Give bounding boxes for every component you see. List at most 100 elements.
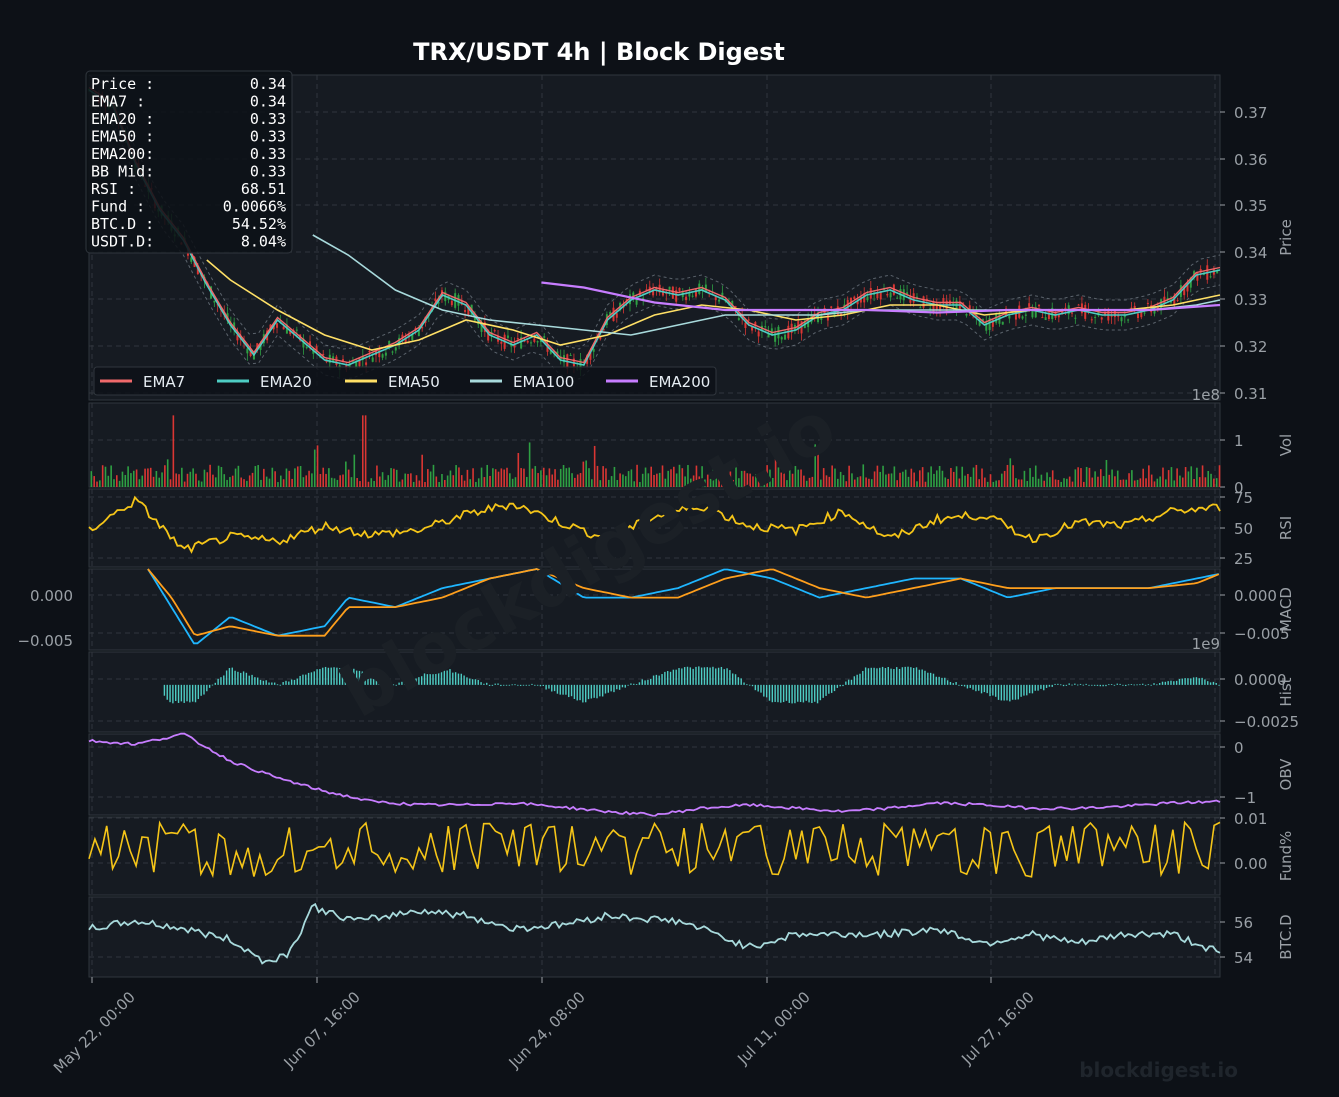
- volume-bar: [104, 466, 107, 487]
- hist-bar: [536, 684, 539, 686]
- legend-label-ema100: EMA100: [513, 373, 574, 391]
- info-box-value: 0.34: [250, 93, 286, 111]
- hist-bar: [1034, 684, 1036, 691]
- hist-bar: [881, 666, 884, 685]
- volume-bar: [876, 465, 879, 487]
- volume-bar: [574, 477, 576, 487]
- candle-body: [1143, 312, 1146, 314]
- volume-bar: [124, 474, 127, 487]
- hist-bar: [890, 668, 892, 685]
- candle-body: [975, 311, 978, 318]
- candle-body: [1183, 287, 1186, 296]
- hist-bar: [211, 684, 214, 686]
- hist-bar: [240, 672, 242, 685]
- hist-bar: [822, 684, 824, 698]
- volume-bar: [121, 471, 124, 487]
- hist-bar: [658, 675, 660, 685]
- volume-bar: [955, 466, 958, 487]
- candle-body: [480, 323, 483, 332]
- volume-bar: [1043, 480, 1046, 487]
- hist-bar: [435, 670, 437, 685]
- candle-body: [1166, 297, 1169, 300]
- axis-scale-label: 1e8: [1192, 386, 1220, 404]
- volume-bar: [404, 473, 407, 487]
- volume-bar: [367, 481, 370, 487]
- candle-body: [335, 356, 338, 365]
- hist-bar: [1198, 678, 1200, 685]
- volume-bar: [622, 474, 624, 487]
- volume-bar: [859, 476, 862, 487]
- hist-bar: [706, 667, 708, 685]
- hist-bar: [452, 672, 454, 685]
- hist-bar: [1096, 684, 1099, 686]
- volume-bar: [565, 468, 568, 487]
- volume-bar: [356, 478, 358, 487]
- hist-bar: [418, 677, 420, 685]
- volume-bar: [164, 465, 166, 487]
- hist-bar: [432, 672, 434, 685]
- hist-bar: [401, 681, 403, 685]
- candle-body: [942, 297, 945, 304]
- candle-body: [853, 296, 856, 300]
- volume-bar: [322, 467, 325, 487]
- volume-bar: [607, 479, 610, 487]
- hist-bar: [166, 684, 168, 700]
- candle-body: [962, 302, 965, 304]
- volume-bar: [432, 464, 435, 487]
- hist-bar: [830, 684, 833, 693]
- y-tick-label: 50: [1234, 520, 1253, 538]
- hist-bar: [811, 684, 813, 704]
- volume-bar: [599, 480, 602, 487]
- volume-bar: [1156, 478, 1159, 487]
- volume-bar: [172, 415, 175, 487]
- legend-box: [93, 366, 717, 396]
- candle-body: [1074, 317, 1077, 319]
- hist-bar: [584, 684, 587, 703]
- volume-bar: [132, 470, 135, 487]
- y-tick-label: 0.37: [1234, 104, 1267, 122]
- candle-body: [384, 352, 387, 356]
- volume-bar: [774, 449, 777, 487]
- volume-bar: [166, 459, 169, 487]
- hist-bar: [1031, 684, 1034, 694]
- hist-bar: [997, 684, 1000, 700]
- volume-bar: [644, 467, 647, 487]
- hist-bar: [785, 684, 788, 701]
- hist-bar: [293, 679, 296, 685]
- candle-body: [523, 340, 526, 342]
- hist-bar: [884, 668, 887, 685]
- volume-bar: [698, 476, 701, 487]
- volume-bar: [921, 467, 924, 487]
- candle-body: [599, 336, 602, 340]
- info-box-label: Price :: [91, 75, 154, 93]
- candle-body: [299, 334, 302, 341]
- volume-bar: [961, 466, 964, 487]
- hist-bar: [847, 679, 850, 685]
- hist-bar: [1076, 684, 1079, 686]
- volume-bar: [658, 472, 661, 487]
- volume-bar: [127, 466, 129, 487]
- hist-bar: [1054, 683, 1056, 685]
- volume-bar: [537, 473, 539, 487]
- volume-bar: [780, 472, 783, 487]
- volume-bar: [141, 475, 144, 487]
- volume-bar: [308, 470, 310, 487]
- hist-bar: [1085, 683, 1087, 685]
- hist-bar: [480, 682, 482, 685]
- volume-bar: [1159, 476, 1161, 487]
- hist-bar: [324, 666, 327, 685]
- volume-bar: [1063, 478, 1065, 487]
- volume-bar: [330, 477, 333, 487]
- volume-bar: [972, 467, 975, 487]
- volume-bar: [845, 481, 848, 487]
- hist-bar: [1009, 684, 1011, 702]
- hist-bar: [254, 677, 256, 685]
- volume-bar: [107, 475, 110, 487]
- hist-bar: [228, 668, 231, 685]
- hist-bar: [412, 678, 414, 685]
- volume-bar: [155, 470, 158, 487]
- candle-body: [1202, 274, 1205, 276]
- hist-bar: [454, 672, 457, 685]
- hist-bar: [508, 684, 511, 686]
